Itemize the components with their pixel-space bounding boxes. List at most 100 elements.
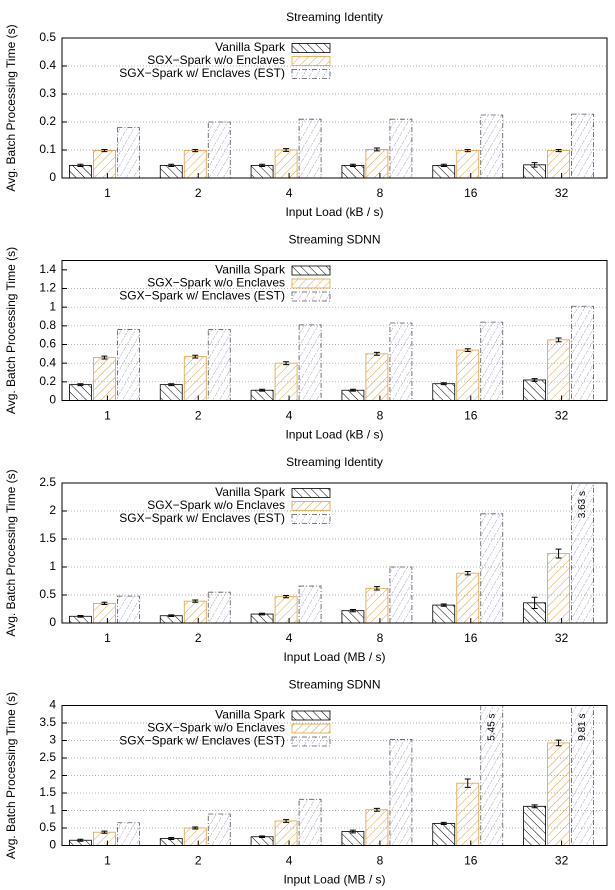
x-axis-label: Input Load (kB / s) (285, 428, 383, 442)
bar (365, 149, 389, 178)
error-bar (555, 739, 562, 747)
error-bar (283, 595, 290, 599)
error-bar (101, 601, 108, 606)
plot-frame (61, 482, 608, 624)
bar (183, 150, 207, 178)
bar (432, 383, 456, 401)
error-bar (555, 337, 562, 343)
y-tick-label: 0.1 (39, 142, 56, 156)
error-bar (373, 351, 380, 356)
error-bar (77, 614, 84, 618)
bar (341, 831, 365, 846)
error-bar (440, 382, 447, 386)
y-tick-label: 0.5 (39, 587, 56, 601)
y-tick-label: 2.5 (39, 475, 56, 489)
bar (207, 591, 231, 623)
error-bar (531, 596, 538, 609)
legend-label: SGX−Spark w/ Enclaves (EST) (119, 66, 285, 80)
error-bar (531, 378, 538, 382)
error-bar (440, 821, 447, 825)
legend-swatch (291, 488, 331, 498)
y-tick-label: 0 (49, 170, 56, 184)
error-bar (373, 807, 380, 812)
bar (341, 610, 365, 623)
x-tick-label: 32 (555, 409, 569, 423)
error-bar (440, 163, 447, 168)
bar (69, 384, 92, 401)
plot-frame (61, 705, 608, 846)
bar (207, 121, 231, 178)
x-tick-label: 16 (464, 631, 478, 645)
legend-swatch (291, 69, 331, 79)
bar (93, 150, 116, 178)
error-bar (101, 355, 108, 360)
error-bar (259, 388, 266, 392)
bar (93, 831, 116, 846)
legend-swatch (291, 723, 331, 734)
x-tick-label: 4 (286, 631, 293, 645)
y-tick-label: 1.5 (39, 531, 56, 545)
error-bar (373, 147, 380, 152)
error-bar (440, 603, 447, 607)
legend-label: SGX−Spark w/ Enclaves (EST) (119, 289, 285, 303)
error-bar (192, 148, 199, 153)
bar (432, 164, 456, 178)
error-bar (283, 819, 290, 823)
x-tick-label: 1 (104, 631, 111, 645)
x-tick-label: 8 (377, 186, 384, 200)
y-axis-label: Avg. Batch Processing Time (s) (4, 247, 18, 414)
legend-label: SGX−Spark w/ Enclaves (EST) (119, 511, 285, 525)
y-tick-label: 4 (49, 698, 56, 712)
x-tick-label: 16 (464, 854, 478, 868)
y-axis-label: Avg. Batch Processing Time (s) (4, 692, 18, 859)
bar (298, 324, 322, 401)
x-tick-label: 1 (104, 409, 111, 423)
y-tick-label: 0 (49, 838, 56, 852)
y-axis-label: Avg. Batch Processing Time (s) (4, 469, 18, 636)
legend-swatch (291, 278, 331, 289)
x-tick-label: 2 (195, 409, 202, 423)
error-bar (192, 599, 199, 603)
y-tick-label: 2.5 (39, 750, 56, 764)
legend-swatch (291, 265, 331, 276)
error-bar (555, 148, 562, 153)
error-bar (283, 361, 290, 366)
x-axis-label: Input Load (MB / s) (283, 650, 385, 664)
bar (117, 595, 140, 623)
y-tick-label: 0.3 (39, 86, 56, 100)
bar (389, 322, 413, 401)
x-tick-label: 4 (286, 854, 293, 868)
error-bar (101, 830, 108, 834)
bar (365, 809, 389, 846)
bar (298, 798, 322, 846)
plot-frame (61, 37, 608, 179)
chart-title: Streaming Identity (286, 455, 383, 469)
error-bar (77, 163, 84, 168)
x-tick-label: 2 (195, 186, 202, 200)
bar (456, 782, 480, 846)
x-tick-label: 1 (104, 854, 111, 868)
bar (274, 820, 298, 846)
error-bar (168, 614, 175, 618)
error-bar (168, 163, 175, 168)
bar (250, 836, 274, 846)
y-tick-label: 1 (49, 803, 56, 817)
y-tick-label: 2 (49, 503, 56, 517)
legend-label: Vanilla Spark (215, 40, 286, 54)
bar (93, 357, 116, 401)
y-tick-label: 1.4 (39, 262, 56, 276)
legend-swatch (291, 56, 331, 66)
error-bar (349, 609, 356, 613)
bar (571, 483, 594, 623)
bar (547, 742, 570, 846)
y-tick-label: 0 (49, 615, 56, 629)
chart-title: Streaming SDNN (288, 678, 380, 692)
bar (523, 379, 546, 401)
error-bar (77, 383, 84, 387)
error-bar (464, 778, 471, 788)
y-tick-label: 0.6 (39, 337, 56, 351)
y-tick-label: 0.5 (39, 820, 56, 834)
bar (480, 321, 504, 401)
bar (117, 127, 140, 178)
y-tick-label: 2 (49, 768, 56, 782)
